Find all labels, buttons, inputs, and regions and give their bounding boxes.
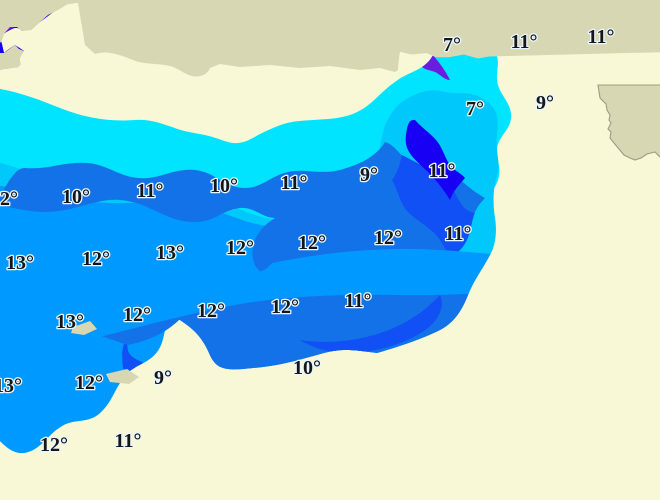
svg-text:11°: 11° — [511, 31, 538, 53]
svg-text:11°: 11° — [588, 26, 615, 48]
svg-text:12°: 12° — [0, 188, 18, 210]
svg-text:12°: 12° — [40, 434, 68, 456]
svg-text:11°: 11° — [137, 180, 164, 202]
svg-text:12°: 12° — [75, 372, 103, 394]
svg-text:10°: 10° — [210, 175, 238, 197]
svg-text:13°: 13° — [6, 252, 34, 274]
svg-text:11°: 11° — [429, 160, 456, 182]
svg-text:12°: 12° — [197, 300, 225, 322]
svg-text:12°: 12° — [226, 237, 254, 259]
svg-text:13°: 13° — [56, 311, 84, 333]
svg-text:11°: 11° — [115, 430, 142, 452]
svg-text:12°: 12° — [82, 248, 110, 270]
svg-text:12°: 12° — [374, 227, 402, 249]
svg-text:9°: 9° — [360, 164, 378, 186]
svg-text:9°: 9° — [536, 92, 554, 114]
svg-text:10°: 10° — [62, 186, 90, 208]
svg-text:11°: 11° — [345, 290, 372, 312]
svg-text:12°: 12° — [271, 296, 299, 318]
svg-text:10°: 10° — [293, 357, 321, 379]
svg-text:11°: 11° — [445, 223, 472, 245]
svg-text:12°: 12° — [298, 232, 326, 254]
svg-text:7°: 7° — [443, 34, 461, 56]
svg-text:12°: 12° — [123, 304, 151, 326]
svg-text:13°: 13° — [0, 375, 22, 397]
svg-text:7°: 7° — [466, 98, 484, 120]
svg-text:13°: 13° — [156, 242, 184, 264]
svg-text:11°: 11° — [281, 172, 308, 194]
svg-text:9°: 9° — [154, 367, 172, 389]
